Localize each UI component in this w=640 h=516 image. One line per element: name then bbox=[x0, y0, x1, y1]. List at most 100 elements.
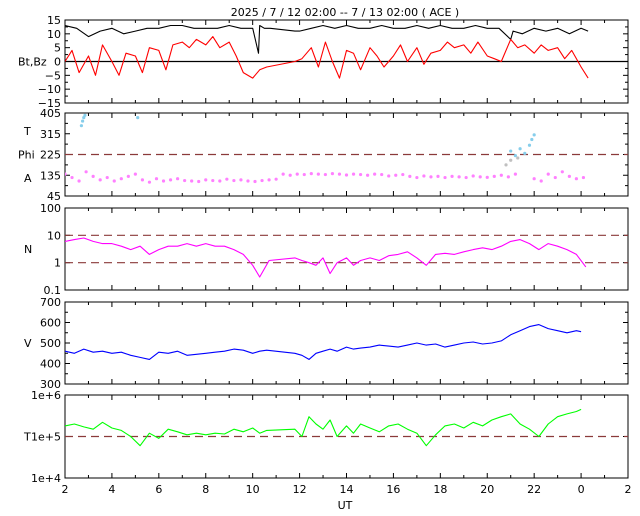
x-tick-label: 0 bbox=[578, 483, 585, 496]
y-axis-label: N bbox=[24, 243, 32, 256]
series-line-bz bbox=[65, 36, 589, 79]
x-tick-label: 4 bbox=[108, 483, 115, 496]
data-point bbox=[387, 174, 391, 178]
x-tick-label: 6 bbox=[155, 483, 162, 496]
panel-velocity: 700 600 500 400 300 V bbox=[24, 296, 629, 391]
data-point bbox=[126, 174, 130, 179]
y-tick-label: 15 bbox=[47, 14, 61, 27]
panel-data bbox=[65, 408, 582, 447]
y-tick-label: 5 bbox=[54, 42, 61, 55]
y-tick-label: 600 bbox=[40, 317, 61, 330]
data-point bbox=[136, 116, 140, 120]
data-point bbox=[464, 175, 468, 180]
series-line-bt bbox=[65, 24, 589, 54]
y-tick-label: 45 bbox=[47, 190, 61, 203]
data-point bbox=[518, 147, 522, 151]
data-point bbox=[527, 143, 532, 147]
data-point bbox=[309, 172, 313, 176]
data-point bbox=[260, 178, 264, 183]
x-tick-label: 16 bbox=[386, 483, 400, 496]
data-point bbox=[513, 172, 518, 176]
data-point bbox=[204, 178, 208, 182]
data-point bbox=[98, 178, 102, 182]
x-tick-label: 8 bbox=[202, 483, 209, 496]
data-point bbox=[197, 179, 201, 184]
data-point bbox=[485, 175, 489, 179]
data-point bbox=[358, 172, 363, 177]
data-point bbox=[119, 177, 123, 181]
data-point bbox=[274, 177, 278, 181]
data-point bbox=[140, 178, 145, 182]
panel-frame bbox=[64, 301, 629, 385]
y-axis-label: A bbox=[24, 172, 32, 185]
data-point bbox=[147, 180, 152, 184]
x-tick-label: 20 bbox=[480, 483, 494, 496]
data-point bbox=[373, 172, 377, 176]
data-point bbox=[154, 177, 159, 181]
data-point bbox=[492, 174, 496, 179]
data-point bbox=[323, 172, 327, 177]
data-point bbox=[506, 175, 510, 179]
y-tick-label: 400 bbox=[40, 358, 61, 371]
data-point bbox=[530, 137, 534, 142]
data-point bbox=[450, 174, 454, 179]
data-point bbox=[337, 172, 342, 176]
series-line-n bbox=[65, 237, 587, 278]
data-point bbox=[380, 172, 384, 177]
x-tick-label: 10 bbox=[246, 483, 260, 496]
data-point bbox=[70, 175, 74, 180]
data-point bbox=[553, 175, 557, 180]
panel-data bbox=[65, 324, 582, 360]
data-point bbox=[91, 174, 95, 179]
data-point bbox=[232, 178, 236, 183]
data-point bbox=[394, 173, 398, 177]
data-point bbox=[560, 170, 564, 174]
y-tick-label: 0.1 bbox=[44, 284, 62, 297]
y-tick-label: 700 bbox=[40, 296, 61, 309]
data-point bbox=[574, 177, 578, 181]
data-point bbox=[218, 179, 222, 183]
y-axis-label: V bbox=[24, 337, 32, 350]
panels-group: 151050−5−10−15Bt,Bz40531522513545TPhiA10… bbox=[18, 14, 629, 485]
panel-phi: 405 315 225 135 45 T Phi A bbox=[18, 107, 629, 203]
y-tick-label: 500 bbox=[40, 337, 61, 350]
y-tick-label: −5 bbox=[45, 69, 61, 82]
y-tick-label: 1e+4 bbox=[31, 472, 61, 485]
x-tick-label: 14 bbox=[340, 483, 354, 496]
x-tick-label: 2 bbox=[625, 483, 632, 496]
panel-data bbox=[65, 237, 587, 278]
data-point bbox=[83, 113, 87, 117]
data-point bbox=[429, 175, 433, 179]
data-point bbox=[77, 179, 81, 183]
data-point bbox=[225, 177, 229, 181]
data-point bbox=[422, 174, 426, 178]
data-point bbox=[295, 172, 299, 176]
y-tick-label: 315 bbox=[40, 128, 61, 141]
data-point bbox=[567, 174, 571, 179]
data-point bbox=[516, 156, 520, 160]
y-tick-label: 1e+5 bbox=[31, 431, 61, 444]
data-point bbox=[366, 173, 370, 177]
data-point bbox=[415, 175, 419, 180]
data-point bbox=[471, 174, 475, 178]
y-tick-label: 0 bbox=[54, 56, 61, 69]
data-point bbox=[539, 179, 543, 183]
data-point bbox=[330, 172, 335, 176]
data-point bbox=[513, 154, 518, 158]
panel-temperature: 1e+6 1e+5 1e+4 T bbox=[23, 389, 629, 485]
data-point bbox=[281, 172, 285, 176]
data-point bbox=[504, 163, 508, 167]
data-point bbox=[161, 179, 166, 183]
data-point bbox=[65, 172, 67, 176]
y-tick-label: 10 bbox=[47, 229, 61, 242]
data-point bbox=[408, 174, 412, 179]
y-axis-label: T bbox=[23, 431, 31, 444]
series-line-v bbox=[65, 324, 582, 360]
chart-title: 2025 / 7 / 12 02:00 -- 7 / 13 02:00 ( AC… bbox=[231, 6, 459, 19]
y-tick-label: 225 bbox=[40, 149, 61, 162]
data-point bbox=[532, 177, 536, 181]
data-point bbox=[133, 172, 137, 176]
y-tick-label: −15 bbox=[38, 97, 61, 110]
